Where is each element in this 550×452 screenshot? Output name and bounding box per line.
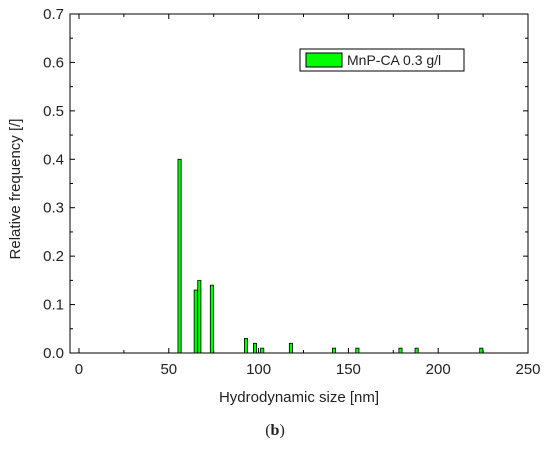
y-tick-label: 0.6 [43, 54, 64, 71]
x-axis-label: Hydrodynamic size [nm] [219, 389, 379, 406]
bar [193, 289, 198, 354]
y-tick-label: 0.5 [43, 103, 64, 120]
y-tick-label: 0.4 [43, 151, 64, 168]
bars [177, 158, 484, 354]
y-tick-label: 0.3 [43, 200, 64, 217]
bar [288, 342, 293, 354]
figure-caption: (b) [0, 422, 550, 440]
caption-letter: b [270, 422, 280, 439]
bar [355, 347, 360, 354]
y-axis-label: Relative frequency [/] [7, 119, 24, 260]
bar [209, 284, 214, 354]
x-tick-label: 200 [426, 361, 451, 378]
x-axis: 0 50 100 150 200 250 [75, 14, 541, 378]
x-tick-label: 250 [515, 361, 540, 378]
legend: MnP-CA 0.3 g/l [299, 48, 465, 72]
bar [479, 347, 484, 354]
bar [414, 347, 419, 354]
legend-swatch [305, 52, 343, 68]
y-tick-label: 0.0 [43, 345, 64, 362]
chart: 0.0 0.1 0.2 0.3 0.4 0.5 0.6 0.7 0 50 100 150 200 250… [7, 6, 541, 406]
bar [177, 158, 182, 354]
bar [252, 342, 257, 354]
x-tick-label: 50 [160, 361, 177, 378]
bar [398, 347, 403, 354]
caption-close: ) [279, 422, 285, 439]
y-tick-label: 0.2 [43, 248, 64, 265]
y-tick-label: 0.7 [43, 6, 64, 23]
legend-label: MnP-CA 0.3 g/l [347, 52, 441, 68]
caption-open: ( [265, 422, 271, 439]
y-axis: 0.0 0.1 0.2 0.3 0.4 0.5 0.6 0.7 [43, 6, 528, 362]
y-tick-label: 0.1 [43, 297, 64, 314]
x-tick-label: 0 [75, 361, 83, 378]
x-tick-label: 150 [336, 361, 361, 378]
x-tick-label: 100 [246, 361, 271, 378]
bar [260, 347, 265, 354]
bar [332, 347, 337, 354]
bar [197, 279, 202, 354]
bar [244, 338, 249, 354]
